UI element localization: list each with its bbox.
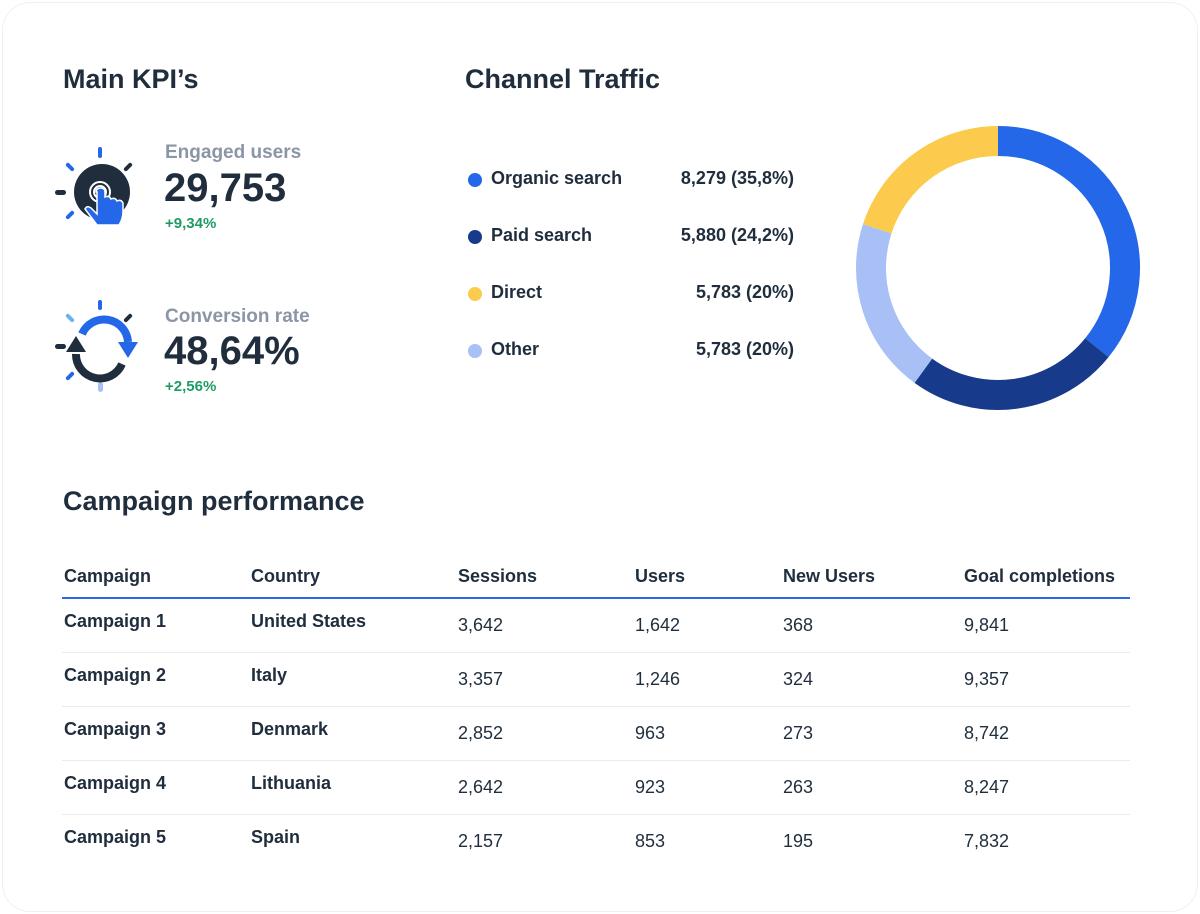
column-header-users: Users bbox=[635, 566, 686, 586]
table-row: Campaign 3 Denmark 2,852 963 273 8,742 bbox=[62, 707, 1130, 761]
cell-goal-completions: 9,357 bbox=[964, 669, 1010, 689]
column-header-new-users: New Users bbox=[783, 566, 876, 586]
cell-new-users: 273 bbox=[783, 723, 814, 743]
cell-campaign: Campaign 2 bbox=[64, 665, 167, 685]
cell-campaign: Campaign 3 bbox=[64, 719, 167, 739]
cell-new-users: 195 bbox=[783, 831, 814, 851]
cell-sessions: 2,642 bbox=[458, 777, 504, 797]
kpi-conversion-rate-label: Conversion rate bbox=[165, 306, 310, 327]
cell-new-users: 324 bbox=[783, 669, 814, 689]
cell-users: 853 bbox=[635, 831, 666, 851]
cell-country: Italy bbox=[251, 665, 288, 685]
kpi-engaged-users-value: 29,753 bbox=[164, 166, 287, 210]
column-header-sessions: Sessions bbox=[458, 566, 538, 586]
cell-country: Denmark bbox=[251, 719, 329, 739]
table-row: Campaign 5 Spain 2,157 853 195 7,832 bbox=[62, 815, 1130, 868]
cell-country: United States bbox=[251, 611, 367, 631]
column-header-country: Country bbox=[251, 566, 320, 586]
cell-campaign: Campaign 1 bbox=[64, 611, 167, 631]
kpi-engaged-users-delta: +9,34% bbox=[165, 215, 217, 232]
channel-traffic-title: Channel Traffic bbox=[465, 64, 661, 94]
table-row: Campaign 1 United States 3,642 1,642 368 9,84… bbox=[62, 599, 1130, 653]
cell-sessions: 2,157 bbox=[458, 831, 504, 851]
cell-country: Spain bbox=[251, 827, 301, 847]
legend-value: 5,783 (20%) bbox=[695, 282, 794, 302]
campaign-table: Campaign Country Sessions Users New User… bbox=[62, 560, 1130, 868]
legend-dot-icon bbox=[468, 173, 482, 187]
donut-slice-direct bbox=[862, 126, 999, 234]
legend-dot-icon bbox=[468, 230, 482, 244]
main-kpis-title: Main KPI’s bbox=[63, 64, 199, 94]
cell-users: 1,246 bbox=[635, 669, 681, 689]
donut-slice-paid-search bbox=[914, 338, 1109, 410]
legend-dot-icon bbox=[468, 287, 482, 301]
campaign-performance-title: Campaign performance bbox=[63, 486, 365, 516]
cell-campaign: Campaign 4 bbox=[64, 773, 167, 793]
legend-item-organic-search: Organic search 8,279 (35,8%) bbox=[466, 168, 794, 192]
kpi-conversion-rate-value: 48,64% bbox=[164, 329, 300, 373]
column-header-campaign: Campaign bbox=[64, 566, 152, 586]
cell-users: 963 bbox=[635, 723, 666, 743]
legend-item-direct: Direct 5,783 (20%) bbox=[466, 282, 794, 306]
cell-campaign: Campaign 5 bbox=[64, 827, 167, 847]
legend-value: 5,880 (24,2%) bbox=[680, 225, 794, 245]
legend-value: 8,279 (35,8%) bbox=[680, 168, 794, 188]
legend-item-paid-search: Paid search 5,880 (24,2%) bbox=[466, 225, 794, 249]
column-header-goal-completions: Goal completions bbox=[964, 566, 1116, 586]
cell-sessions: 3,357 bbox=[458, 669, 504, 689]
table-row: Campaign 2 Italy 3,357 1,246 324 9,357 bbox=[62, 653, 1130, 707]
cell-users: 1,642 bbox=[635, 615, 681, 635]
table-row: Campaign 4 Lithuania 2,642 923 263 8,247 bbox=[62, 761, 1130, 815]
cell-goal-completions: 8,742 bbox=[964, 723, 1010, 743]
refresh-cycle-icon bbox=[55, 300, 138, 392]
cell-users: 923 bbox=[635, 777, 666, 797]
donut-slice-organic-search bbox=[997, 126, 1140, 358]
channel-donut-chart bbox=[856, 126, 1140, 410]
cell-sessions: 3,642 bbox=[458, 615, 504, 635]
donut-slice-other bbox=[856, 224, 933, 383]
legend-label: Direct bbox=[491, 282, 543, 302]
cell-new-users: 263 bbox=[783, 777, 814, 797]
legend-dot-icon bbox=[468, 344, 482, 358]
cell-goal-completions: 9,841 bbox=[964, 615, 1010, 635]
kpi-conversion-rate-delta: +2,56% bbox=[165, 378, 217, 395]
cell-sessions: 2,852 bbox=[458, 723, 504, 743]
legend-value: 5,783 (20%) bbox=[695, 339, 794, 359]
cell-goal-completions: 7,832 bbox=[964, 831, 1010, 851]
legend-label: Other bbox=[491, 339, 540, 359]
cell-country: Lithuania bbox=[251, 773, 331, 793]
legend-label: Paid search bbox=[491, 225, 593, 245]
kpi-engaged-users-label: Engaged users bbox=[165, 142, 302, 163]
legend-label: Organic search bbox=[491, 168, 623, 188]
legend-item-other: Other 5,783 (20%) bbox=[466, 339, 794, 363]
touch-click-icon bbox=[55, 147, 133, 226]
cell-new-users: 368 bbox=[783, 615, 814, 635]
table-header-row: Campaign Country Sessions Users New User… bbox=[62, 560, 1130, 599]
cell-goal-completions: 8,247 bbox=[964, 777, 1010, 797]
